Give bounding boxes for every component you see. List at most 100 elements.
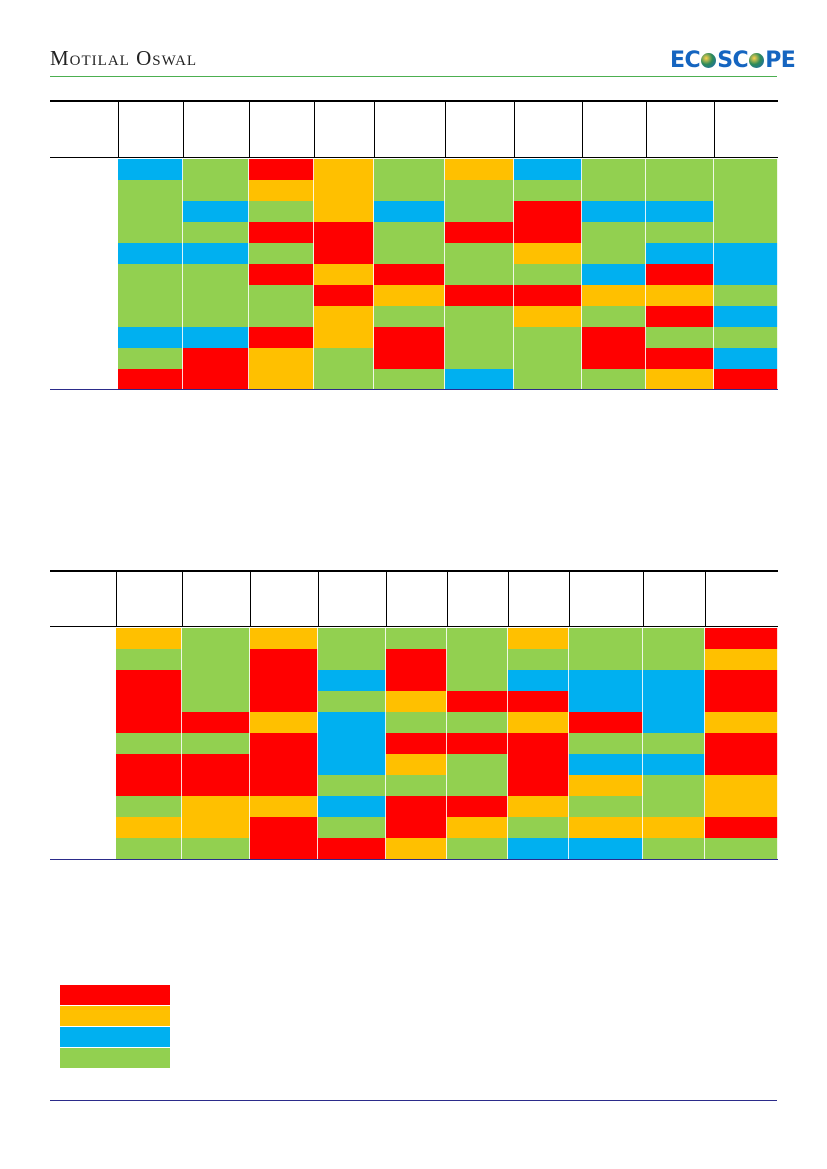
heatmap-cell <box>447 712 508 733</box>
heatmap-cell <box>250 712 318 733</box>
heatmap-cell <box>569 817 643 838</box>
heatmap-cell <box>714 159 778 180</box>
heatmap-cell <box>569 670 643 691</box>
legend-swatch <box>60 1006 170 1026</box>
heatmap-cell <box>643 775 705 796</box>
heatmap-cell <box>118 201 183 222</box>
globe-icon <box>701 53 717 68</box>
heatmap-cell <box>445 306 514 327</box>
heatmap-cell <box>250 733 318 754</box>
heatmap-cell <box>447 754 508 775</box>
heatmap-cell <box>646 264 714 285</box>
header-column-divider <box>569 570 570 626</box>
heatmap-cell <box>508 691 569 712</box>
heatmap-cell <box>447 796 508 817</box>
heatmap-cell <box>116 817 182 838</box>
heatmap-cell <box>447 838 508 859</box>
heatmap-cell <box>118 264 183 285</box>
heatmap-cell <box>569 733 643 754</box>
heatmap-cell <box>374 327 445 348</box>
heatmap-cell <box>314 327 374 348</box>
heatmap-cell <box>714 201 778 222</box>
heatmap-cell <box>705 670 778 691</box>
heatmap-cell <box>714 243 778 264</box>
heatmap-cell <box>314 306 374 327</box>
heatmap-cell <box>447 628 508 649</box>
header-column-divider <box>116 570 117 626</box>
heatmap-cell <box>374 159 445 180</box>
header-column-divider <box>250 570 251 626</box>
header-column-divider <box>318 570 319 626</box>
heatmap-cell <box>646 285 714 306</box>
heatmap-cell <box>250 670 318 691</box>
header-column-divider <box>508 570 509 626</box>
heatmap-cell <box>714 180 778 201</box>
heatmap-cell <box>386 670 447 691</box>
table-top-rule <box>50 570 778 572</box>
header-column-divider <box>249 100 250 157</box>
heatmap-cell <box>386 691 447 712</box>
heatmap-cell <box>314 264 374 285</box>
heatmap-cell <box>118 180 183 201</box>
heatmap-cell <box>447 775 508 796</box>
heatmap-cell <box>374 264 445 285</box>
heatmap-cell <box>514 201 582 222</box>
heatmap-cell <box>374 243 445 264</box>
header-column-divider <box>514 100 515 157</box>
heatmap-cell <box>643 670 705 691</box>
heatmap-cell <box>447 670 508 691</box>
heatmap-cell <box>183 201 249 222</box>
heatmap-cell <box>183 222 249 243</box>
header-column-divider <box>183 100 184 157</box>
heatmap-cell <box>116 649 182 670</box>
heatmap-cell <box>386 817 447 838</box>
heatmap-cell <box>314 285 374 306</box>
heatmap-cell <box>318 628 386 649</box>
heatmap-cell <box>249 264 314 285</box>
heatmap-cell <box>508 670 569 691</box>
heatmap-cell <box>249 369 314 390</box>
heatmap-cell <box>508 733 569 754</box>
heatmap-cell <box>374 222 445 243</box>
heatmap-cell <box>582 327 646 348</box>
heatmap-cell <box>643 838 705 859</box>
heatmap-cell <box>447 817 508 838</box>
heatmap-cell <box>643 691 705 712</box>
heatmap-cell <box>569 754 643 775</box>
heatmap-cell <box>314 201 374 222</box>
legend-swatch <box>60 985 170 1005</box>
heatmap-cell <box>249 243 314 264</box>
table-bottom-rule <box>50 859 778 860</box>
heatmap-cell <box>705 628 778 649</box>
heatmap-cell <box>318 754 386 775</box>
heatmap-cell <box>116 670 182 691</box>
heatmap-cell <box>582 159 646 180</box>
heatmap-cell <box>569 649 643 670</box>
heatmap-cell <box>714 348 778 369</box>
heatmap-cell <box>714 264 778 285</box>
heatmap-cell <box>447 691 508 712</box>
heatmap-cell <box>714 306 778 327</box>
heatmap-cell <box>445 201 514 222</box>
footer-rule <box>50 1100 777 1101</box>
heatmap-cell <box>250 796 318 817</box>
heatmap-cell <box>643 796 705 817</box>
heatmap-cell <box>705 712 778 733</box>
heatmap-cell <box>569 838 643 859</box>
heatmap-cell <box>250 838 318 859</box>
heatmap-cell <box>314 348 374 369</box>
heatmap-cell <box>249 180 314 201</box>
heatmap-cell <box>582 264 646 285</box>
heatmap-cell <box>514 306 582 327</box>
heatmap-cell <box>318 670 386 691</box>
header-column-divider <box>314 100 315 157</box>
heatmap-cell <box>118 306 183 327</box>
heatmap-cell <box>182 754 250 775</box>
heatmap-cell <box>386 712 447 733</box>
heatmap-cell <box>569 712 643 733</box>
heatmap-cell <box>514 243 582 264</box>
heatmap-cell <box>705 691 778 712</box>
heatmap-cell <box>646 201 714 222</box>
heatmap-cell <box>318 838 386 859</box>
heatmap-cell <box>386 754 447 775</box>
